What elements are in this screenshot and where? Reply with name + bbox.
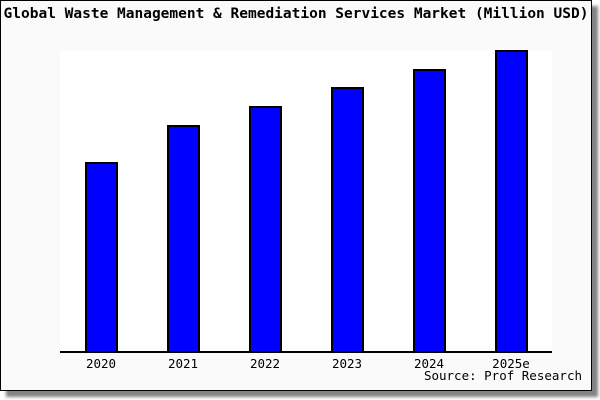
x-tick-label-2022: 2022 (249, 356, 281, 371)
source-note: Source: Prof Research (423, 368, 582, 383)
bar-2023 (330, 87, 364, 351)
bar-2020 (84, 162, 118, 351)
bar-2025e (494, 50, 528, 351)
chart-title: Global Waste Management & Remediation Se… (3, 6, 589, 22)
chart-card: Global Waste Management & Remediation Se… (0, 0, 592, 391)
x-tick-label-2025e: 2025e (492, 356, 530, 371)
bar-2022 (248, 106, 282, 351)
x-tick-label-2021: 2021 (167, 356, 199, 371)
bar-2024 (412, 69, 446, 351)
x-tick-label-2023: 2023 (331, 356, 363, 371)
x-tick-label-2020: 2020 (85, 356, 117, 371)
plot-area (60, 50, 552, 353)
x-tick-label-2024: 2024 (413, 356, 445, 371)
bar-2021 (166, 125, 200, 351)
